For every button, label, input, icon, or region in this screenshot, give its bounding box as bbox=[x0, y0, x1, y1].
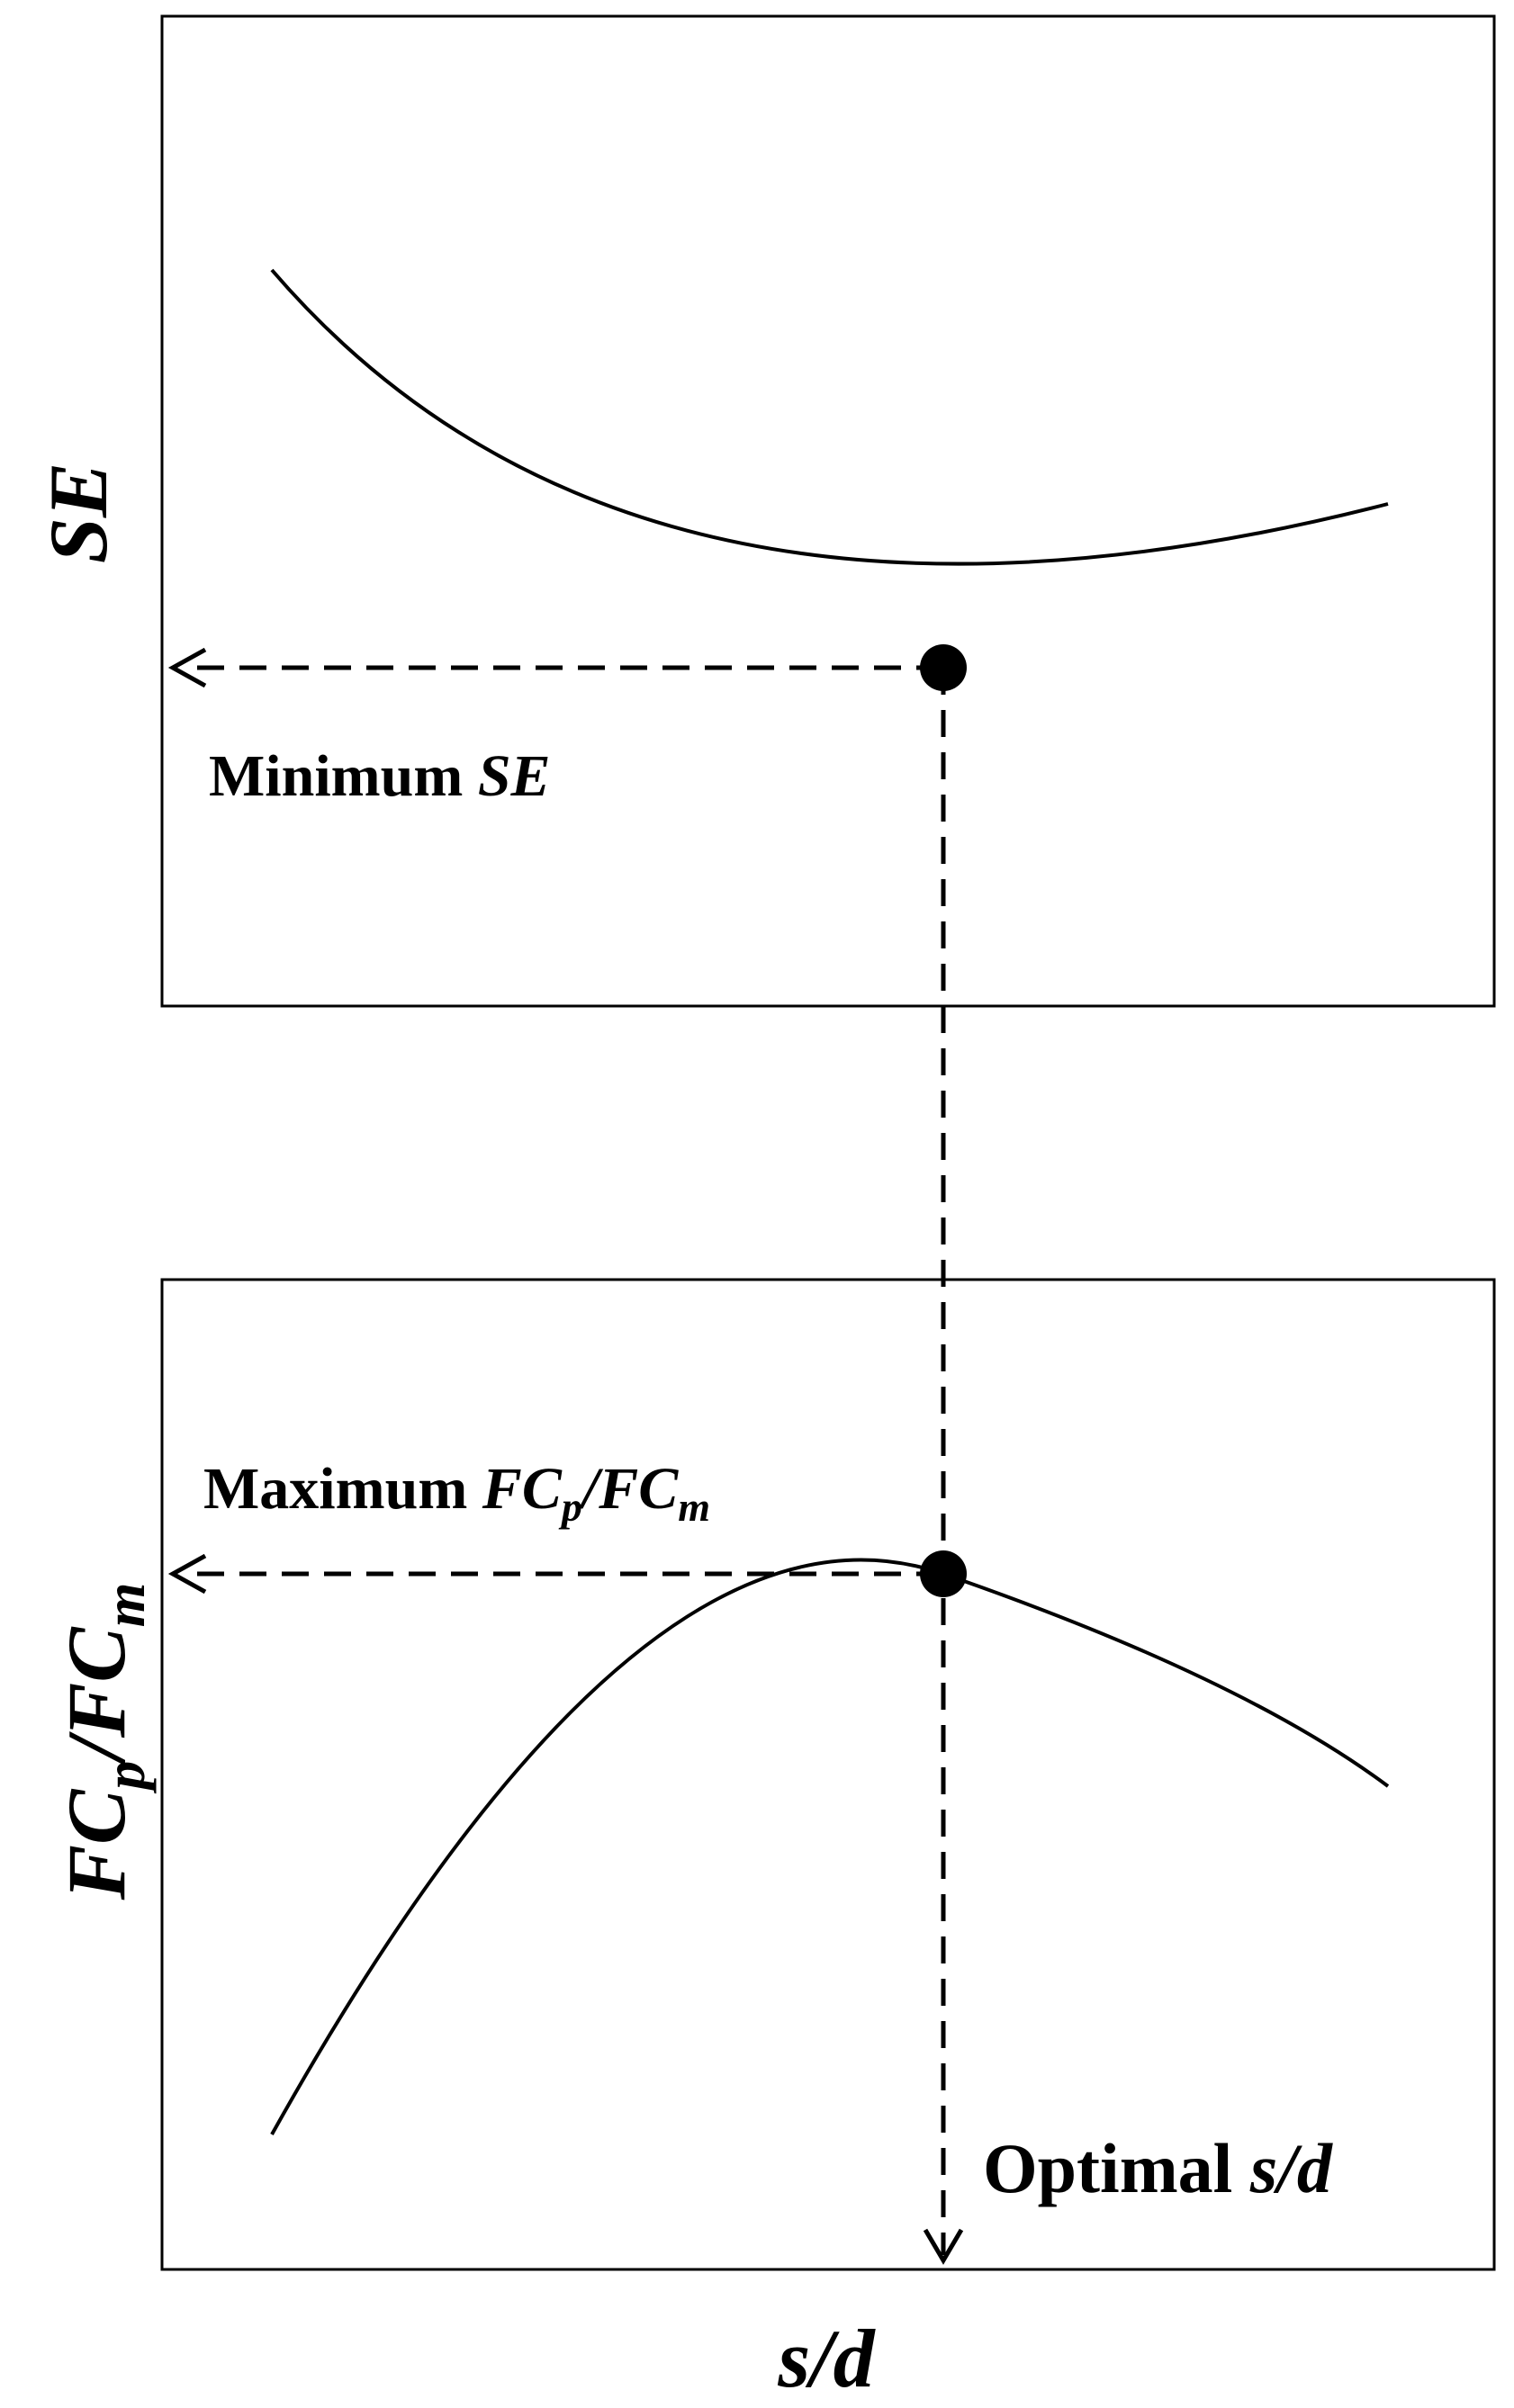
top-y-axis-label: SE bbox=[32, 463, 124, 564]
max-fc-arrowhead bbox=[167, 1553, 207, 1595]
min-se-annotation: Minimum SE bbox=[209, 743, 551, 809]
min-se-arrowhead bbox=[167, 647, 207, 688]
se-curve bbox=[270, 268, 1389, 566]
bottom-y-axis-label: FCp/FCm bbox=[50, 1583, 157, 1901]
max-fc-annotation: Maximum FCp/FCm bbox=[203, 1456, 710, 1530]
bottom-panel-frame bbox=[160, 1278, 1496, 2271]
optimal-sd-annotation: Optimal s/d bbox=[983, 2129, 1333, 2207]
optimal-arrowhead bbox=[923, 2228, 964, 2265]
top-panel-frame bbox=[160, 14, 1496, 1008]
x-axis-label: s/d bbox=[777, 2313, 876, 2404]
fcp-fcm-curve bbox=[270, 1558, 1390, 2135]
